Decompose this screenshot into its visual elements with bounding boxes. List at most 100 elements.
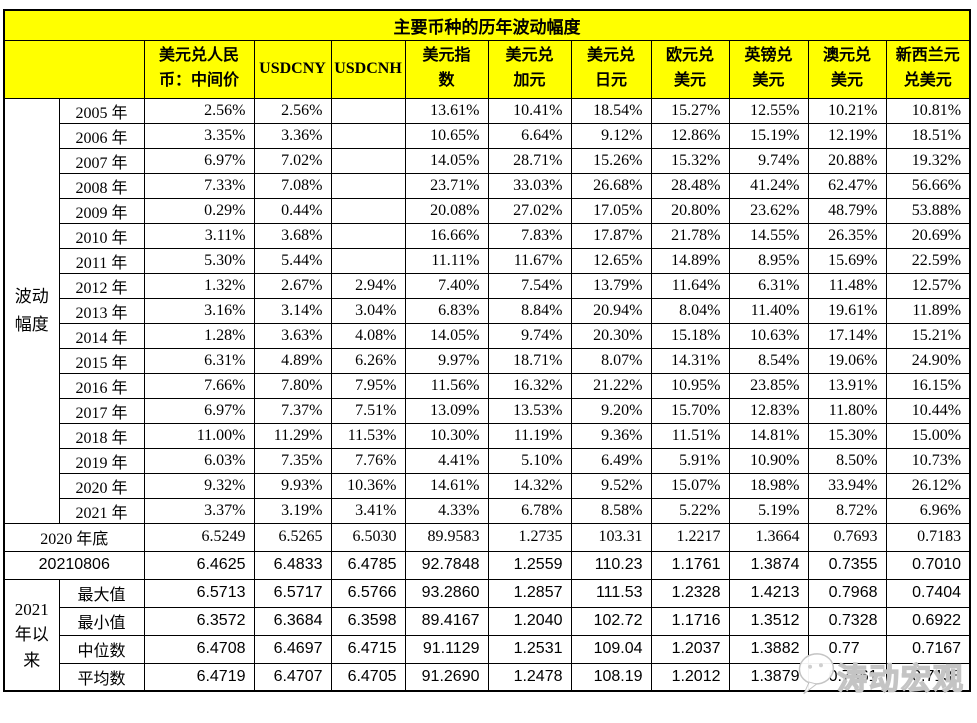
- value-cell: 27.02%: [487, 197, 572, 224]
- value-cell: 1.4213: [728, 578, 809, 608]
- value-cell: 5.10%: [487, 447, 572, 474]
- value-cell: 20.08%: [404, 197, 489, 224]
- value-cell: 6.3598: [330, 606, 406, 636]
- table-body: 主要币种的历年波动幅度 美元兑人民 币：中间价 USDCNY USDCNH 美元指 数美…: [3, 9, 971, 692]
- value-cell: 15.30%: [807, 422, 887, 449]
- value-cell: 5.19%: [728, 497, 809, 524]
- value-cell: 1.3879: [728, 662, 809, 692]
- value-cell: 9.20%: [570, 397, 652, 424]
- value-cell: 10.90%: [728, 447, 809, 474]
- value-cell: 6.5713: [143, 578, 255, 608]
- value-cell: 14.81%: [728, 422, 809, 449]
- value-cell: 14.05%: [404, 147, 489, 174]
- year-label-cell: 2007 年: [58, 147, 145, 174]
- value-cell: 6.31%: [143, 347, 255, 374]
- value-cell: 4.33%: [404, 497, 489, 524]
- value-cell: 10.81%: [885, 97, 971, 124]
- value-cell: 10.30%: [404, 422, 489, 449]
- value-cell: 7.95%: [330, 372, 406, 399]
- year-label-cell: 2018 年: [58, 422, 145, 449]
- value-cell: 22.59%: [885, 247, 971, 274]
- column-header-cell: 美元指 数: [404, 39, 489, 99]
- value-cell: 6.97%: [143, 147, 255, 174]
- value-cell: 3.19%: [253, 497, 332, 524]
- value-cell: 6.3572: [143, 606, 255, 636]
- value-cell: 0.7404: [885, 578, 971, 608]
- value-cell: 6.26%: [330, 347, 406, 374]
- value-cell: 0.7328: [807, 606, 887, 636]
- value-cell: 20.69%: [885, 222, 971, 249]
- year-label-cell: 2010 年: [58, 222, 145, 249]
- value-cell: 8.95%: [728, 247, 809, 274]
- value-cell: 7.40%: [404, 272, 489, 299]
- value-cell: 8.04%: [650, 297, 730, 324]
- year-label-cell: 2005 年: [58, 97, 145, 124]
- year-label-cell: 2006 年: [58, 122, 145, 149]
- value-cell: 19.61%: [807, 297, 887, 324]
- value-cell: 15.70%: [650, 397, 730, 424]
- value-cell: 33.03%: [487, 172, 572, 199]
- year-label-cell: 2012 年: [58, 272, 145, 299]
- value-cell: 11.67%: [487, 247, 572, 274]
- value-cell: 13.09%: [404, 397, 489, 424]
- value-cell: 6.78%: [487, 497, 572, 524]
- value-cell: 6.5030: [330, 522, 406, 552]
- value-cell: 14.05%: [404, 322, 489, 349]
- value-cell: 26.35%: [807, 222, 887, 249]
- value-cell: 16.66%: [404, 222, 489, 249]
- value-cell: 33.94%: [807, 472, 887, 499]
- year-label-cell: 2009 年: [58, 197, 145, 224]
- value-cell: 13.61%: [404, 97, 489, 124]
- value-cell: 20.88%: [807, 147, 887, 174]
- value-cell: 23.62%: [728, 197, 809, 224]
- value-cell: 6.4707: [253, 662, 332, 692]
- value-cell: 6.4785: [330, 550, 406, 580]
- value-cell: 28.48%: [650, 172, 730, 199]
- value-cell: 11.51%: [650, 422, 730, 449]
- value-cell: 13.91%: [807, 372, 887, 399]
- value-cell: 10.41%: [487, 97, 572, 124]
- value-cell: 3.11%: [143, 222, 255, 249]
- value-cell: 6.5717: [253, 578, 332, 608]
- value-cell: 7.33%: [143, 172, 255, 199]
- value-cell: 108.19: [570, 662, 652, 692]
- value-cell: 1.2478: [487, 662, 572, 692]
- value-cell: 7.83%: [487, 222, 572, 249]
- value-cell: 3.16%: [143, 297, 255, 324]
- value-cell: 6.4833: [253, 550, 332, 580]
- value-cell: 10.95%: [650, 372, 730, 399]
- value-cell: 0.7968: [807, 578, 887, 608]
- value-cell: 8.50%: [807, 447, 887, 474]
- value-cell: 3.36%: [253, 122, 332, 149]
- value-cell: 9.74%: [487, 322, 572, 349]
- value-cell: 23.71%: [404, 172, 489, 199]
- value-cell: 7.37%: [253, 397, 332, 424]
- value-cell: 11.00%: [143, 422, 255, 449]
- year-label-cell: 2008 年: [58, 172, 145, 199]
- value-cell: 6.5265: [253, 522, 332, 552]
- value-cell: 9.12%: [570, 122, 652, 149]
- value-cell: 6.4697: [253, 634, 332, 664]
- value-cell: 89.9583: [404, 522, 489, 552]
- value-cell: 1.3664: [728, 522, 809, 552]
- value-cell: 3.04%: [330, 297, 406, 324]
- value-cell: 15.19%: [728, 122, 809, 149]
- value-cell: 4.08%: [330, 322, 406, 349]
- value-cell: 6.4705: [330, 662, 406, 692]
- year-label-cell: 2011 年: [58, 247, 145, 274]
- value-cell: 1.32%: [143, 272, 255, 299]
- value-cell: 2.67%: [253, 272, 332, 299]
- value-cell: 6.5249: [143, 522, 255, 552]
- column-header-cell: USDCNH: [330, 39, 406, 99]
- value-cell: [330, 97, 406, 124]
- value-cell: 91.1129: [404, 634, 489, 664]
- value-cell: [330, 122, 406, 149]
- column-header-cell: 欧元兑 美元: [650, 39, 730, 99]
- value-cell: 10.63%: [728, 322, 809, 349]
- value-cell: 12.19%: [807, 122, 887, 149]
- value-cell: 7.02%: [253, 147, 332, 174]
- stat-label-cell: 最小值: [58, 606, 145, 636]
- value-cell: 26.68%: [570, 172, 652, 199]
- value-cell: 14.89%: [650, 247, 730, 274]
- value-cell: 15.69%: [807, 247, 887, 274]
